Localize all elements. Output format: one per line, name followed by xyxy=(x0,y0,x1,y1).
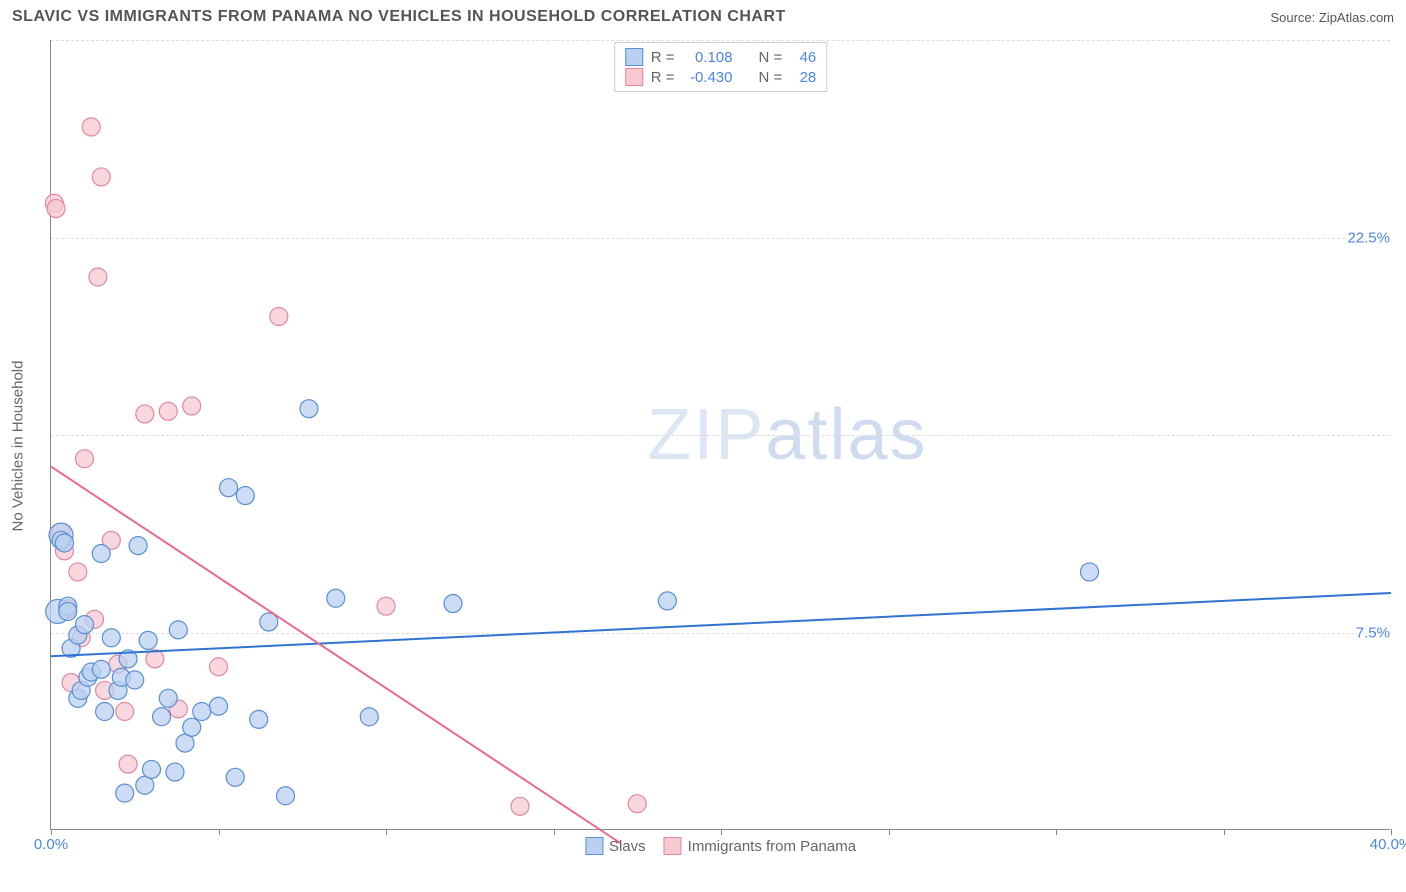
r-value-panama: -0.430 xyxy=(683,69,733,86)
legend-item-slavs: Slavs xyxy=(585,837,646,855)
n-value-slavs: 46 xyxy=(790,49,816,66)
data-point xyxy=(159,402,177,420)
x-tick-mark xyxy=(219,829,220,835)
r-value-slavs: 0.108 xyxy=(683,49,733,66)
data-point xyxy=(82,118,100,136)
data-point xyxy=(360,708,378,726)
data-point xyxy=(153,708,171,726)
data-point xyxy=(76,450,94,468)
x-tick-mark xyxy=(721,829,722,835)
legend-row-panama: R = -0.430 N = 28 xyxy=(625,67,817,87)
chart-svg xyxy=(51,40,1390,829)
x-tick-mark xyxy=(1391,829,1392,835)
data-point xyxy=(129,537,147,555)
data-point xyxy=(116,784,134,802)
chart-title: SLAVIC VS IMMIGRANTS FROM PANAMA NO VEHI… xyxy=(12,8,786,26)
data-point xyxy=(444,595,462,613)
data-point xyxy=(183,397,201,415)
data-point xyxy=(236,487,254,505)
data-point xyxy=(169,621,187,639)
x-tick-mark xyxy=(386,829,387,835)
data-point xyxy=(102,629,120,647)
legend-series: Slavs Immigrants from Panama xyxy=(585,837,856,855)
data-point xyxy=(76,616,94,634)
data-point xyxy=(210,697,228,715)
n-value-panama: 28 xyxy=(790,69,816,86)
r-label: R = xyxy=(651,49,675,66)
data-point xyxy=(89,268,107,286)
n-label: N = xyxy=(759,69,783,86)
data-point xyxy=(658,592,676,610)
r-label: R = xyxy=(651,69,675,86)
x-tick-mark xyxy=(1056,829,1057,835)
data-point xyxy=(92,545,110,563)
swatch-slavs-icon xyxy=(625,48,643,66)
data-point xyxy=(139,631,157,649)
legend-label-panama: Immigrants from Panama xyxy=(688,838,856,855)
data-point xyxy=(277,787,295,805)
data-point xyxy=(511,797,529,815)
x-tick-mark xyxy=(889,829,890,835)
data-point xyxy=(300,400,318,418)
data-point xyxy=(92,660,110,678)
n-label: N = xyxy=(759,49,783,66)
data-point xyxy=(183,718,201,736)
data-point xyxy=(119,755,137,773)
legend-row-slavs: R = 0.108 N = 46 xyxy=(625,47,817,67)
data-point xyxy=(55,534,73,552)
data-point xyxy=(126,671,144,689)
legend-correlation: R = 0.108 N = 46 R = -0.430 N = 28 xyxy=(614,42,828,92)
x-tick-label: 0.0% xyxy=(34,836,68,853)
plot-area: ZIPatlas 7.5%22.5% 0.0%40.0% R = 0.108 N… xyxy=(50,40,1390,830)
data-point xyxy=(143,760,161,778)
data-point xyxy=(69,563,87,581)
data-point xyxy=(226,768,244,786)
legend-item-panama: Immigrants from Panama xyxy=(664,837,856,855)
data-point xyxy=(628,795,646,813)
regression-line xyxy=(51,593,1391,656)
swatch-panama-icon xyxy=(625,68,643,86)
x-tick-mark xyxy=(554,829,555,835)
data-point xyxy=(327,589,345,607)
source-attribution: Source: ZipAtlas.com xyxy=(1270,10,1394,25)
data-point xyxy=(59,602,77,620)
x-tick-mark xyxy=(1224,829,1225,835)
x-tick-label: 40.0% xyxy=(1370,836,1406,853)
data-point xyxy=(136,405,154,423)
data-point xyxy=(47,200,65,218)
legend-label-slavs: Slavs xyxy=(609,838,646,855)
data-point xyxy=(116,703,134,721)
data-point xyxy=(159,689,177,707)
data-point xyxy=(377,597,395,615)
data-point xyxy=(92,168,110,186)
data-point xyxy=(220,479,238,497)
swatch-panama-icon xyxy=(664,837,682,855)
data-point xyxy=(270,308,288,326)
data-point xyxy=(96,703,114,721)
y-axis-label: No Vehicles in Household xyxy=(10,361,27,532)
data-point xyxy=(210,658,228,676)
x-tick-mark xyxy=(51,829,52,835)
data-point xyxy=(250,710,268,728)
data-point xyxy=(1081,563,1099,581)
swatch-slavs-icon xyxy=(585,837,603,855)
data-point xyxy=(166,763,184,781)
data-point xyxy=(193,703,211,721)
